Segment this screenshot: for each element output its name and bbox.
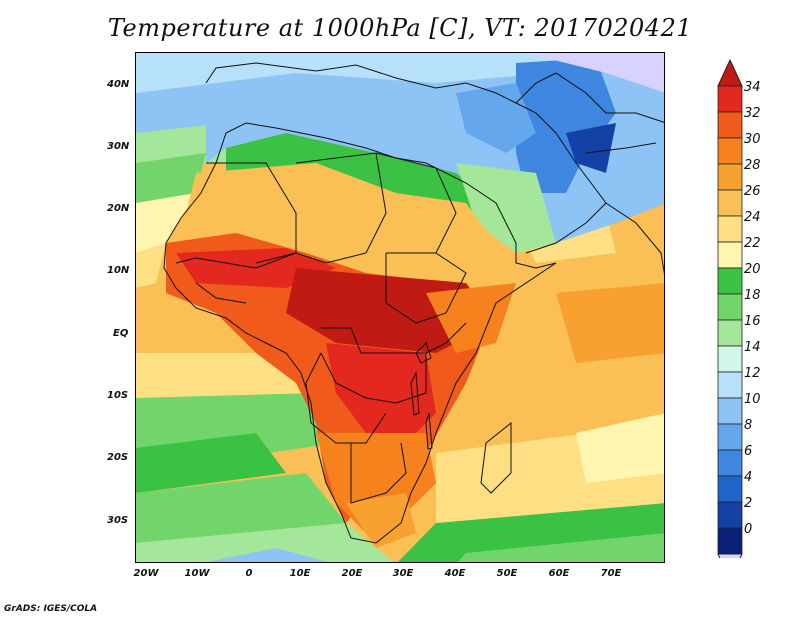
lat-label: EQ xyxy=(113,328,129,339)
lat-label: 30N xyxy=(107,141,130,152)
land-field xyxy=(166,53,664,548)
lon-label: 60E xyxy=(548,568,570,579)
colorbar-segment xyxy=(717,345,743,373)
colorbar xyxy=(717,58,743,558)
lon-label: 10E xyxy=(289,568,311,579)
colorbar-segment xyxy=(717,85,743,113)
colorbar-label: 10 xyxy=(744,392,761,407)
colorbar-segment xyxy=(717,111,743,139)
colorbar-label: 14 xyxy=(744,340,761,355)
coastlines-boundaries xyxy=(163,62,664,544)
colorbar-segment xyxy=(717,319,743,347)
colorbar-segment xyxy=(717,449,743,477)
lat-label: 30S xyxy=(107,515,129,526)
lon-label: 20W xyxy=(133,568,159,579)
colorbar-segment xyxy=(717,189,743,217)
lon-label: 0 xyxy=(245,568,253,579)
colorbar-segment xyxy=(717,215,743,243)
lon-label: 30E xyxy=(392,568,414,579)
colorbar-segment xyxy=(717,137,743,165)
colorbar-segment xyxy=(717,163,743,191)
colorbar-label: 32 xyxy=(744,106,761,121)
map-title: Temperature at 1000hPa [C], VT: 20170204… xyxy=(107,14,693,42)
lat-label: 20N xyxy=(107,203,130,214)
colorbar-label: 24 xyxy=(744,210,761,225)
colorbar-label: 30 xyxy=(744,132,761,147)
colorbar-label: 6 xyxy=(744,444,753,459)
colorbar-label: 16 xyxy=(744,314,761,329)
lat-label: 10N xyxy=(107,265,130,276)
lat-label: 10S xyxy=(107,390,129,401)
colorbar-label: 2 xyxy=(744,496,753,511)
lon-label: 50E xyxy=(496,568,518,579)
colorbar-label: 28 xyxy=(744,158,761,173)
lat-label: 40N xyxy=(107,79,130,90)
colorbar-under-triangle xyxy=(717,553,743,558)
colorbar-label: 18 xyxy=(744,288,761,303)
colorbar-segment xyxy=(717,267,743,295)
lon-label: 70E xyxy=(600,568,622,579)
colorbar-label: 26 xyxy=(744,184,761,199)
colorbar-segment xyxy=(717,501,743,529)
colorbar-label: 4 xyxy=(744,470,753,485)
colorbar-segment xyxy=(717,371,743,399)
colorbar-segment xyxy=(717,241,743,269)
inland-lakes xyxy=(410,342,433,450)
lat-label: 20S xyxy=(107,452,129,463)
grads-credit: GrADS: IGES/COLA xyxy=(4,604,98,614)
colorbar-segment xyxy=(717,293,743,321)
colorbar-over-triangle xyxy=(717,58,743,87)
lon-label: 40E xyxy=(444,568,466,579)
colorbar-segment xyxy=(717,527,743,555)
temperature-map xyxy=(135,52,665,563)
colorbar-label: 34 xyxy=(744,80,761,95)
colorbar-label: 8 xyxy=(744,418,753,433)
colorbar-label: 12 xyxy=(744,366,761,381)
colorbar-label: 0 xyxy=(744,522,753,537)
lon-label: 10W xyxy=(184,568,210,579)
map-canvas xyxy=(136,53,664,562)
colorbar-label: 22 xyxy=(744,236,761,251)
colorbar-label: 20 xyxy=(744,262,761,277)
colorbar-segment xyxy=(717,423,743,451)
colorbar-segment xyxy=(717,397,743,425)
lon-label: 20E xyxy=(341,568,363,579)
colorbar-segment xyxy=(717,475,743,503)
